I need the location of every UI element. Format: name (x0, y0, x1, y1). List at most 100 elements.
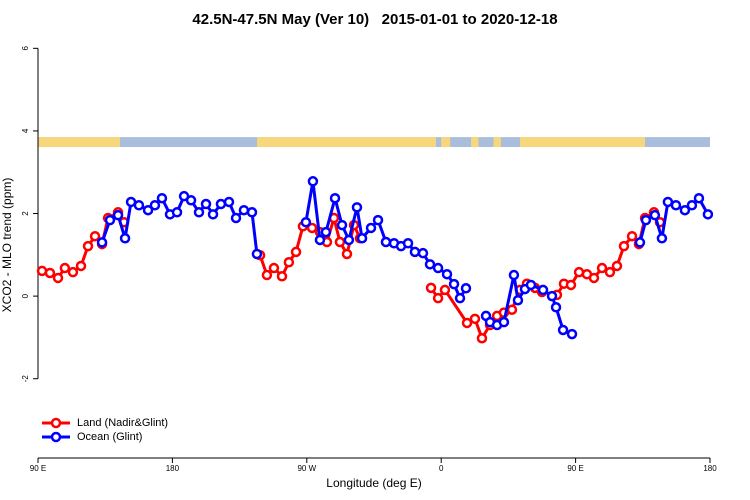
point (409, 246, 421, 258)
point (566, 328, 578, 340)
point (89, 230, 101, 242)
point (640, 214, 652, 226)
point (171, 207, 183, 218)
point (546, 290, 558, 302)
y-tick-label: 2 (21, 211, 30, 216)
point (59, 262, 71, 274)
point (351, 202, 363, 213)
y-axis-label: XCO2 - MLO trend (ppm) (0, 178, 14, 313)
point (230, 212, 242, 224)
point (596, 262, 608, 274)
point (251, 248, 263, 260)
point (512, 294, 524, 306)
point (432, 262, 444, 274)
point (142, 204, 154, 216)
point (439, 284, 451, 296)
point (356, 233, 368, 244)
point (454, 292, 466, 304)
point (246, 207, 258, 218)
point (618, 240, 630, 252)
point (425, 282, 437, 294)
point (261, 269, 273, 281)
point (461, 317, 473, 329)
point (306, 222, 318, 234)
y-tick-label: 4 (21, 128, 30, 133)
point (611, 260, 623, 272)
legend-marker (50, 431, 62, 443)
point (686, 200, 698, 211)
point (460, 283, 472, 294)
land-strip (257, 137, 436, 148)
point (634, 237, 646, 248)
point (268, 262, 280, 274)
point (104, 214, 116, 226)
y-tick-label: 6 (21, 46, 30, 51)
point (432, 292, 444, 304)
point (693, 192, 705, 204)
point (193, 207, 205, 218)
point (215, 198, 227, 210)
land-strip (493, 137, 501, 148)
point (314, 234, 326, 246)
point (424, 259, 436, 270)
legend-label: Ocean (Glint) (77, 431, 142, 443)
point (307, 176, 319, 187)
land-strip (520, 137, 646, 148)
point (565, 279, 577, 291)
point (670, 200, 682, 211)
point (67, 266, 79, 278)
point (626, 230, 638, 242)
point (402, 238, 414, 249)
point (448, 278, 460, 290)
point (525, 279, 537, 291)
point (133, 200, 145, 211)
point (238, 204, 250, 216)
point (417, 247, 429, 259)
point (365, 222, 377, 234)
point (276, 271, 288, 282)
point (679, 204, 691, 216)
point (185, 195, 197, 206)
x-tick-label: 90 E (30, 464, 46, 473)
x-tick-label: 90 E (567, 464, 583, 473)
x-tick-label: 180 (703, 464, 717, 473)
point (372, 214, 384, 226)
point (44, 267, 56, 279)
point (334, 236, 346, 248)
point (498, 316, 510, 328)
point (537, 284, 549, 296)
point (300, 216, 312, 228)
point (207, 209, 219, 220)
land-strip (441, 137, 451, 148)
point (550, 302, 562, 313)
land-strip (471, 137, 479, 148)
point (506, 304, 518, 315)
x-axis-label: Longitude (deg E) (326, 476, 421, 490)
point (702, 209, 714, 220)
point (119, 233, 131, 244)
point (75, 260, 87, 272)
point (662, 196, 674, 208)
point (476, 332, 488, 344)
legend-marker (50, 417, 62, 429)
legend-label: Land (Nadir&Glint) (77, 417, 168, 429)
point (223, 196, 235, 208)
y-tick-label: -2 (21, 375, 30, 383)
point (112, 209, 124, 221)
point (508, 269, 520, 281)
point (290, 246, 302, 258)
point (341, 248, 353, 260)
point (656, 233, 668, 244)
point (283, 256, 295, 268)
point (469, 313, 481, 325)
point (343, 234, 355, 246)
point (96, 237, 108, 248)
chart-title: 42.5N-47.5N May (Ver 10) 2015-01-01 to 2… (192, 11, 557, 28)
point (329, 192, 341, 204)
point (336, 219, 348, 231)
point (557, 324, 569, 336)
x-tick-label: 180 (166, 464, 180, 473)
point (588, 272, 600, 284)
point (149, 200, 161, 211)
